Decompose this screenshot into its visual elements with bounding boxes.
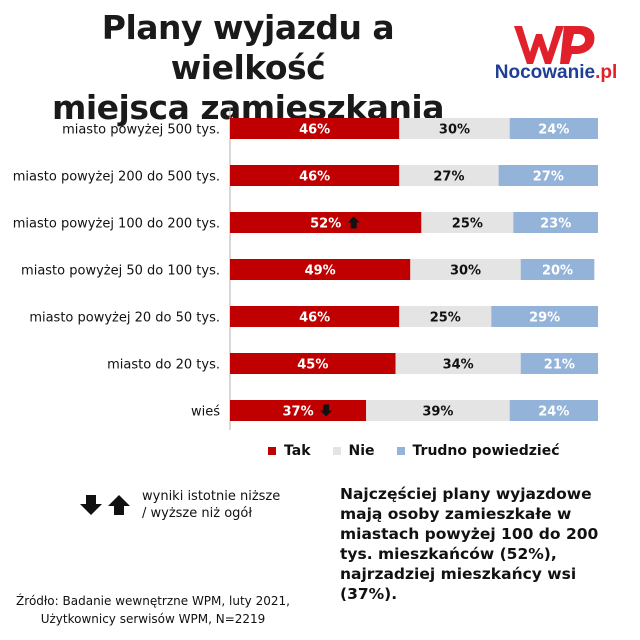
data-label-nie: 30% bbox=[439, 123, 470, 138]
category-label: miasto powyżej 100 do 200 tys. bbox=[13, 217, 220, 232]
bar-segment-trudno bbox=[491, 306, 598, 327]
data-label-trudno: 21% bbox=[544, 358, 575, 373]
legend-label-nie: Nie bbox=[348, 443, 375, 459]
bar-segment-tak bbox=[230, 400, 367, 421]
arrow-down-icon bbox=[80, 495, 102, 515]
bar-segment-nie bbox=[395, 353, 521, 374]
bar-segment-tak bbox=[230, 353, 396, 374]
chart-legend: Tak Nie Trudno powiedzieć bbox=[268, 443, 582, 459]
legend-swatch-tak bbox=[268, 447, 276, 455]
bar-segment-tak bbox=[230, 306, 400, 327]
bar-segment-nie bbox=[399, 306, 492, 327]
category-label: miasto do 20 tys. bbox=[107, 358, 220, 373]
bar-segment-trudno bbox=[520, 353, 598, 374]
arrow-up-icon bbox=[108, 495, 130, 515]
data-label-trudno: 29% bbox=[529, 311, 560, 326]
summary-note: Najczęściej plany wyjazdowe mają osoby z… bbox=[340, 485, 599, 603]
source-line-2: Użytkownicy serwisów WPM, N=2219 bbox=[40, 612, 266, 626]
data-label-nie: 34% bbox=[443, 358, 474, 373]
wp-logo-icon bbox=[514, 26, 595, 64]
data-label-trudno: 24% bbox=[538, 123, 569, 138]
legend-label-tak: Tak bbox=[284, 443, 311, 459]
bar-segment-trudno bbox=[520, 259, 595, 280]
bar-segment-nie bbox=[366, 400, 510, 421]
arrows-legend-text: wyniki istotnie niższe / wyższe niż ogół bbox=[142, 488, 302, 522]
arrow-up-icon bbox=[347, 216, 360, 229]
bar-segment-trudno bbox=[498, 165, 598, 186]
data-label-tak: 46% bbox=[299, 123, 330, 138]
data-label-tak: 45% bbox=[297, 358, 328, 373]
category-label: wieś bbox=[191, 405, 220, 420]
source-line-1: Źródło: Badanie wewnętrzne WPM, luty 202… bbox=[16, 594, 290, 608]
data-label-nie: 27% bbox=[433, 170, 464, 185]
title-line-1: Plany wyjazdu a wielkość bbox=[101, 8, 395, 87]
legend-swatch-nie bbox=[332, 447, 341, 455]
brand-domain: .pl bbox=[595, 62, 618, 83]
legend-item-tak: Tak bbox=[268, 443, 311, 459]
brand-logo[interactable]: Nocowanie.pl bbox=[476, 62, 636, 84]
bar-segment-tak bbox=[230, 212, 422, 233]
bar-segment-trudno bbox=[509, 118, 598, 139]
data-label-trudno: 20% bbox=[542, 264, 573, 279]
bar-segment-nie bbox=[421, 212, 514, 233]
bar-segment-tak bbox=[230, 165, 400, 186]
data-label-nie: 39% bbox=[422, 405, 453, 420]
arrow-down-icon bbox=[320, 404, 333, 417]
brand-name: Nocowanie bbox=[494, 62, 596, 83]
data-label-tak: 37% bbox=[283, 405, 314, 420]
bar-segment-trudno bbox=[513, 212, 598, 233]
bar-segment-nie bbox=[399, 165, 499, 186]
source-note: Źródło: Badanie wewnętrzne WPM, luty 202… bbox=[8, 592, 298, 628]
data-label-tak: 46% bbox=[299, 311, 330, 326]
data-label-tak: 46% bbox=[299, 170, 330, 185]
arrows-text-line-2: / wyższe niż ogół bbox=[142, 506, 253, 521]
bar-segment-nie bbox=[410, 259, 521, 280]
category-label: miasto powyżej 20 do 50 tys. bbox=[29, 311, 220, 326]
data-label-trudno: 23% bbox=[540, 217, 571, 232]
category-label: miasto powyżej 500 tys. bbox=[62, 123, 220, 138]
data-label-tak: 52% bbox=[310, 217, 341, 232]
bar-segment-tak bbox=[230, 259, 411, 280]
legend-item-nie: Nie bbox=[332, 443, 375, 459]
data-label-tak: 49% bbox=[305, 264, 336, 279]
data-label-nie: 30% bbox=[450, 264, 481, 279]
stacked-bar-chart: miasto powyżej 500 tys. 46% 30% 24% miasto p… bbox=[13, 108, 598, 430]
data-label-trudno: 27% bbox=[533, 170, 564, 185]
arrows-text-line-1: wyniki istotnie niższe bbox=[142, 489, 281, 504]
significance-arrows bbox=[80, 495, 130, 515]
category-label: miasto powyżej 50 do 100 tys. bbox=[21, 264, 220, 279]
data-label-nie: 25% bbox=[430, 311, 461, 326]
data-label-nie: 25% bbox=[452, 217, 483, 232]
legend-item-trudno: Trudno powiedzieć bbox=[396, 443, 560, 459]
category-label: miasto powyżej 200 do 500 tys. bbox=[13, 170, 220, 185]
bar-segment-tak bbox=[230, 118, 400, 139]
data-label-trudno: 24% bbox=[538, 405, 569, 420]
legend-label-trudno: Trudno powiedzieć bbox=[412, 443, 560, 459]
legend-swatch-trudno bbox=[396, 447, 405, 455]
bar-segment-nie bbox=[399, 118, 510, 139]
bar-segment-trudno bbox=[509, 400, 598, 421]
